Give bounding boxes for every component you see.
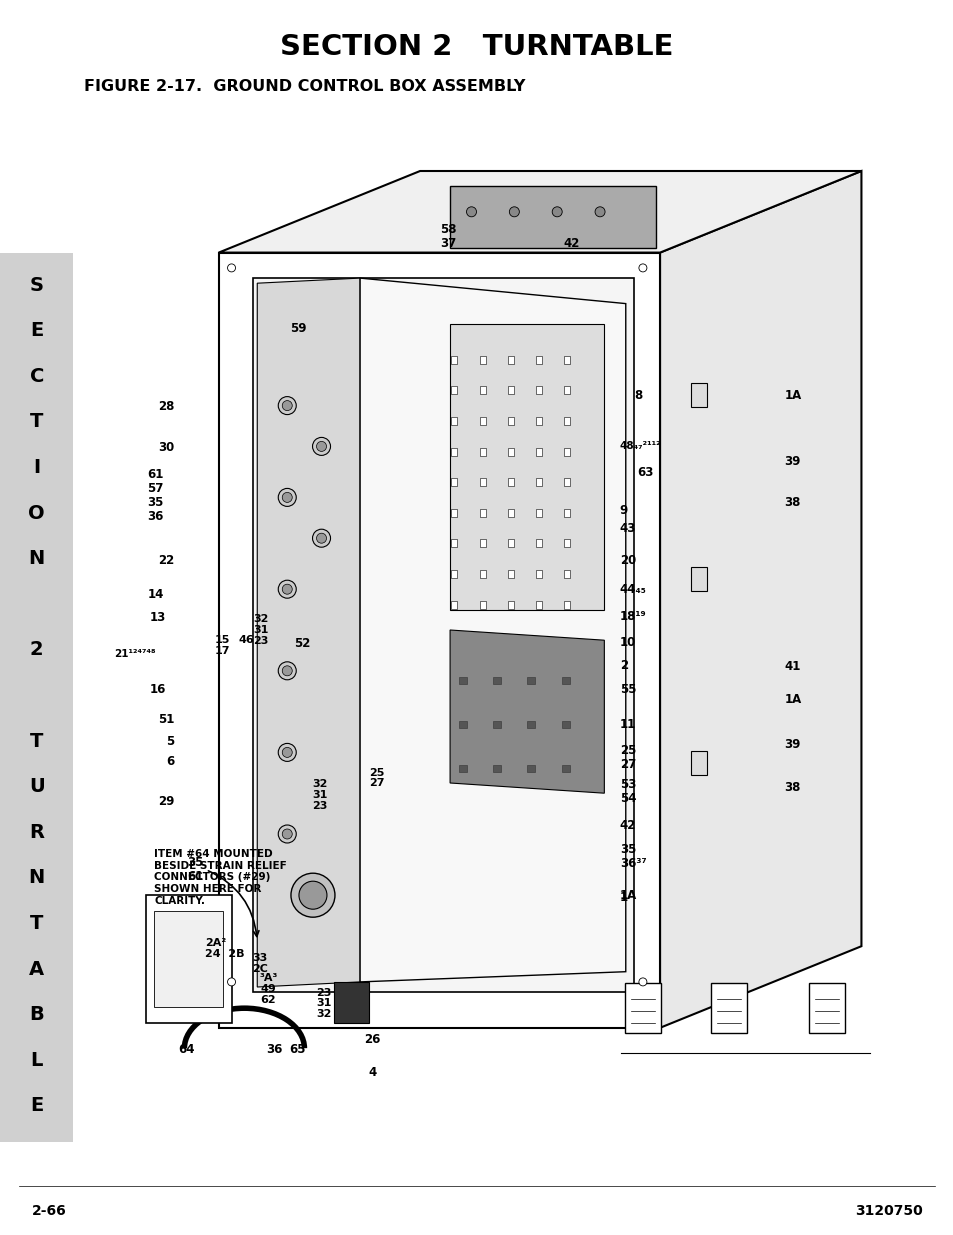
Text: 5: 5 <box>166 735 174 747</box>
Circle shape <box>278 488 296 506</box>
Bar <box>527 677 535 684</box>
Polygon shape <box>335 982 368 1023</box>
Circle shape <box>228 264 235 272</box>
Circle shape <box>552 206 561 217</box>
Bar <box>536 478 541 487</box>
Bar <box>564 600 570 609</box>
Bar <box>690 567 706 592</box>
Text: S: S <box>30 275 44 295</box>
Polygon shape <box>659 170 861 1028</box>
Text: 63: 63 <box>637 467 653 479</box>
Text: 42: 42 <box>619 819 636 832</box>
Bar <box>536 417 541 425</box>
Text: 14: 14 <box>148 588 164 600</box>
Text: E: E <box>30 321 43 340</box>
Text: 35
36³⁷: 35 36³⁷ <box>619 844 646 869</box>
Circle shape <box>282 400 292 410</box>
Text: N: N <box>29 550 45 568</box>
Bar <box>564 478 570 487</box>
Text: 53
54: 53 54 <box>619 778 636 805</box>
Bar <box>479 600 485 609</box>
Bar <box>527 721 535 727</box>
Text: 26: 26 <box>363 1034 380 1046</box>
Text: 65: 65 <box>289 1044 306 1056</box>
Circle shape <box>278 662 296 679</box>
Text: T: T <box>30 412 44 431</box>
Bar <box>536 356 541 363</box>
Text: 1A: 1A <box>619 889 637 902</box>
Text: 2: 2 <box>30 641 44 659</box>
Bar <box>458 677 466 684</box>
Text: I: I <box>33 458 40 477</box>
Text: ITEM #64 MOUNTED
BESIDE STRAIN RELIEF
CONNECTORS (#29)
SHOWN HERE FOR
CLARITY.: ITEM #64 MOUNTED BESIDE STRAIN RELIEF CO… <box>154 850 287 905</box>
Circle shape <box>278 743 296 762</box>
Bar <box>479 540 485 547</box>
Bar <box>479 417 485 425</box>
Bar <box>564 356 570 363</box>
Bar <box>479 447 485 456</box>
Text: 42: 42 <box>563 237 579 249</box>
Bar <box>451 356 456 363</box>
Circle shape <box>313 530 330 547</box>
Bar <box>451 478 456 487</box>
Text: L: L <box>30 1051 43 1070</box>
Text: 2-66: 2-66 <box>31 1204 66 1218</box>
Text: 21¹²⁴⁷⁴⁸: 21¹²⁴⁷⁴⁸ <box>113 650 155 659</box>
Polygon shape <box>450 630 603 793</box>
Circle shape <box>282 747 292 757</box>
Bar <box>536 569 541 578</box>
Circle shape <box>595 206 604 217</box>
Text: 23
31
32: 23 31 32 <box>316 988 332 1019</box>
Text: 22: 22 <box>157 555 174 567</box>
Text: U: U <box>29 777 45 797</box>
Text: 51: 51 <box>157 714 174 726</box>
Bar <box>564 447 570 456</box>
Bar <box>507 356 514 363</box>
Bar <box>0 253 73 1142</box>
Text: 64: 64 <box>178 1044 195 1056</box>
Text: 46: 46 <box>238 635 253 645</box>
Text: SECTION 2   TURNTABLE: SECTION 2 TURNTABLE <box>280 33 673 61</box>
Bar <box>479 569 485 578</box>
Text: 9: 9 <box>619 504 627 517</box>
Text: 43: 43 <box>619 521 636 535</box>
Bar <box>561 764 569 772</box>
Bar <box>451 600 456 609</box>
Text: 18¹⁹: 18¹⁹ <box>619 610 646 624</box>
Polygon shape <box>154 910 223 1008</box>
Bar <box>564 569 570 578</box>
Bar <box>690 751 706 774</box>
Bar <box>624 983 660 1032</box>
Bar <box>536 447 541 456</box>
Polygon shape <box>450 186 655 247</box>
Bar <box>479 387 485 394</box>
Text: 32
31
23: 32 31 23 <box>312 779 327 811</box>
Text: 2: 2 <box>619 659 627 672</box>
Bar <box>564 417 570 425</box>
Circle shape <box>291 873 335 918</box>
Bar <box>536 509 541 516</box>
Circle shape <box>278 825 296 844</box>
Text: 28: 28 <box>157 400 174 414</box>
Bar <box>451 447 456 456</box>
Text: 55: 55 <box>619 683 636 695</box>
Text: N: N <box>29 868 45 888</box>
Polygon shape <box>218 253 659 1028</box>
Circle shape <box>282 666 292 676</box>
Circle shape <box>639 978 646 986</box>
Text: C: C <box>30 367 44 385</box>
Circle shape <box>316 534 326 543</box>
Circle shape <box>316 441 326 452</box>
Text: 39: 39 <box>783 456 800 468</box>
Bar <box>458 721 466 727</box>
Text: B: B <box>30 1005 44 1024</box>
Circle shape <box>639 264 646 272</box>
Text: 39: 39 <box>783 737 800 751</box>
Text: 4: 4 <box>368 1066 375 1079</box>
Bar <box>507 569 514 578</box>
Bar <box>561 677 569 684</box>
Text: T: T <box>30 914 44 932</box>
Bar <box>536 600 541 609</box>
Text: 16: 16 <box>150 683 166 695</box>
Text: 20: 20 <box>619 555 636 567</box>
